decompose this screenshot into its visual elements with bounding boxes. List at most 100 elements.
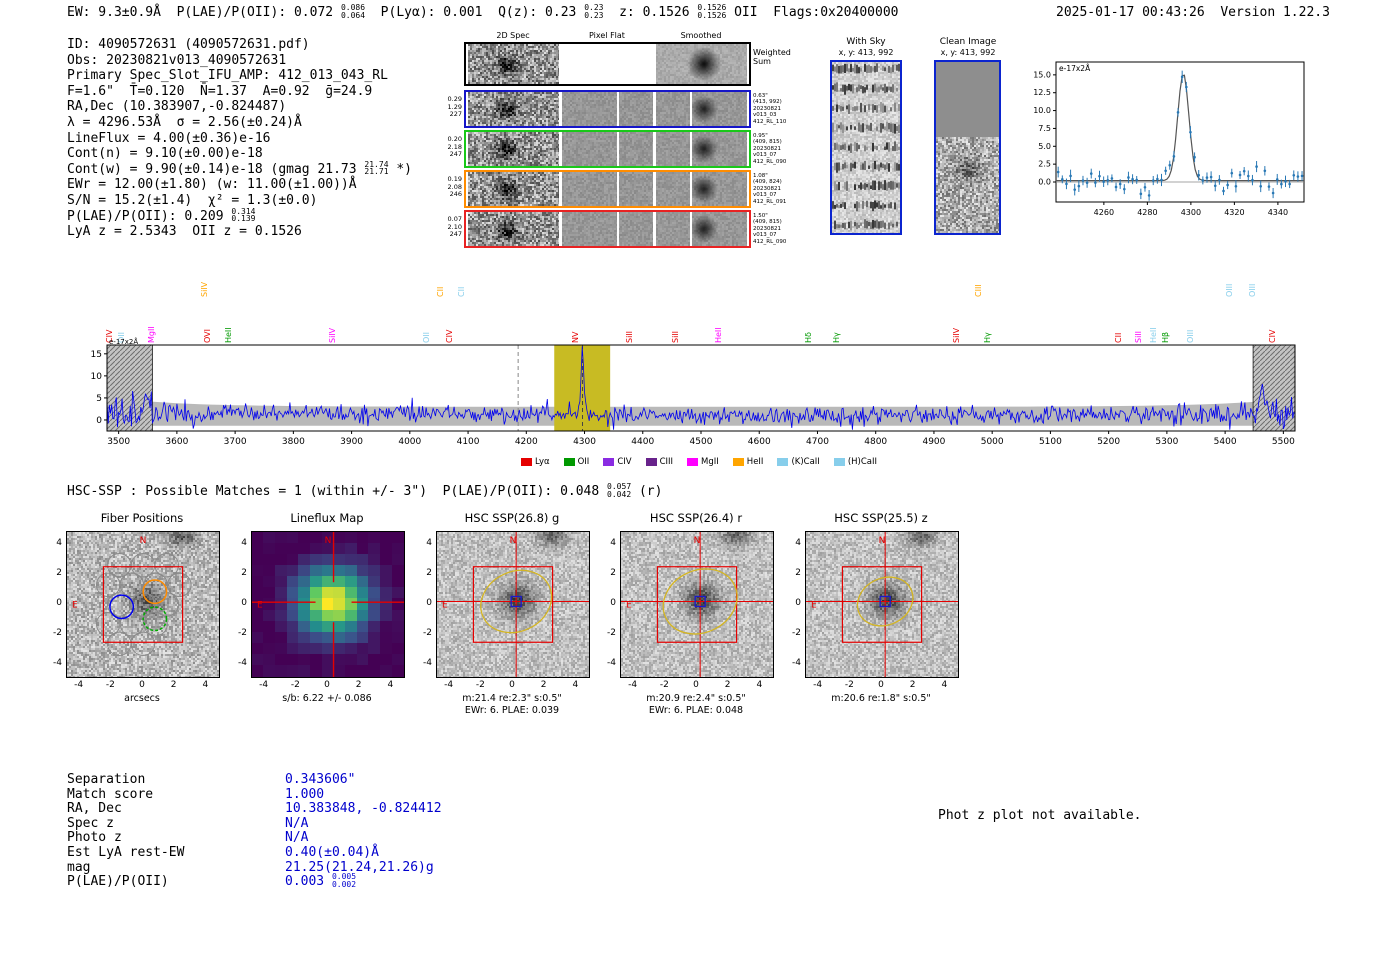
spec2d-row-border <box>464 130 751 168</box>
compass-north-label: N <box>140 536 147 546</box>
with-sky-title: With Sky <box>846 37 886 47</box>
legend-item: (H)CaII <box>833 457 877 467</box>
info-line: P(LAE)/P(OII): 0.209 0.314 0.139 <box>67 206 256 224</box>
cutout-xtick: -4 <box>813 680 823 690</box>
weighted-sum-label: Weighted Sum <box>753 48 791 66</box>
legend-label: HeII <box>746 457 764 467</box>
spec2d-row-left-stats: 0.20 2.18 247 <box>447 135 462 159</box>
info-line: LyA z = 2.5343 OII z = 0.1526 <box>67 224 302 240</box>
cutout-ytick: -2 <box>53 628 62 639</box>
svg-text:4600: 4600 <box>748 437 771 447</box>
info-line: Cont(w) = 9.90(±0.14)e-18 (gmag 21.73 21… <box>67 159 412 177</box>
spec2d-pixelflat-strip <box>562 212 653 246</box>
spec2d-col-header-2dspec: 2D Spec <box>496 31 530 40</box>
match-table-value: 0.003 0.005 0.002 <box>285 872 357 890</box>
cutout-xlabel: arcsecs <box>124 693 160 704</box>
legend-item: (K)CaII <box>777 457 820 467</box>
svg-text:3700: 3700 <box>224 437 247 447</box>
cutout-xtick: -2 <box>659 680 669 690</box>
legend-label: Lyα <box>535 457 550 467</box>
cutout-xtick: -4 <box>444 680 454 690</box>
emission-line-label: CII <box>436 286 446 297</box>
compass-north-label: N <box>694 536 701 546</box>
match-table-label: Match score <box>67 786 154 802</box>
cutout-ytick: 0 <box>426 598 432 608</box>
spec2d-2dspec-strip <box>468 92 559 126</box>
cutout-ytick: 4 <box>241 537 247 548</box>
svg-text:4400: 4400 <box>631 437 654 447</box>
cutout-caption: m:20.6 re:1.8" s:0.5" <box>831 693 931 704</box>
cutout-overlay: NE <box>437 532 589 677</box>
cutout-ytick: 4 <box>795 537 801 548</box>
spec2d-2dspec-strip <box>468 212 559 246</box>
stacked-uncertainty: 0.314 0.139 <box>231 206 256 224</box>
svg-text:4100: 4100 <box>457 437 480 447</box>
legend-swatch <box>687 458 699 466</box>
legend-item: CIII <box>645 457 674 467</box>
spec2d-row-border <box>464 42 751 86</box>
svg-text:4500: 4500 <box>690 437 713 447</box>
svg-text:15: 15 <box>91 350 102 360</box>
header-summary: EW: 9.3±0.9Å P(LAE)/P(OII): 0.072 0.086 0… <box>67 3 899 21</box>
svg-text:4300: 4300 <box>1181 208 1201 217</box>
compass-east-label: E <box>72 601 78 611</box>
legend-swatch <box>777 458 789 466</box>
svg-text:e-17x2Å: e-17x2Å <box>109 337 138 346</box>
spec2d-section: 2D Spec Pixel Flat Smoothed Weighted Sum… <box>447 28 817 260</box>
legend-item: HeII <box>732 457 764 467</box>
spec2d-row-left-stats: 0.07 2.10 247 <box>447 215 462 239</box>
spec2d-pixelflat-strip <box>562 172 653 206</box>
spec2d-2dspec-strip <box>468 172 559 206</box>
cutout-image <box>252 532 404 677</box>
legend-label: MgII <box>701 457 719 467</box>
spec2d-smoothed-strip <box>656 92 747 126</box>
cutout-image <box>806 532 958 677</box>
stacked-uncertainty: 0.005 0.002 <box>331 872 357 889</box>
cutout-caption: EWr: 6. PLAE: 0.039 <box>464 705 560 716</box>
cutout-title: Fiber Positions <box>100 511 184 525</box>
spectrum-legend: Lyα OII CIV CIII MgII HeII (K)CaII (H)CaII <box>85 451 1313 470</box>
match-table-row: Spec z N/A <box>67 816 442 831</box>
cutout-caption: m:20.9 re:2.4" s:0.5" <box>646 693 746 704</box>
svg-text:3800: 3800 <box>282 437 305 447</box>
svg-text:5400: 5400 <box>1214 437 1237 447</box>
spec2d-row-annotation: 1.50" (409, 815) 20230821 v013_07 412_RL_090 <box>753 213 787 245</box>
legend-swatch <box>603 458 615 466</box>
spec2d-col-header-pixelflat: Pixel Flat <box>589 31 625 40</box>
svg-text:2.5: 2.5 <box>1038 160 1051 169</box>
cutout-ytick: -2 <box>423 628 432 639</box>
full-spectrum-plot: 3500 3600 3700 3800 3900 4000 4100 4200 4300 4400… <box>91 337 1296 447</box>
match-table-label: P(LAE)/P(OII) <box>67 874 169 890</box>
cutout-xtick: 4 <box>202 680 209 690</box>
svg-text:15.0: 15.0 <box>1033 70 1051 79</box>
compass-east-label: E <box>626 601 632 611</box>
legend-swatch <box>833 458 845 466</box>
cutout-ytick: 4 <box>426 537 432 548</box>
header-datetime-version: 2025-01-17 00:43:26 Version 1.22.3 <box>1056 5 1330 20</box>
cutout-overlay: NE <box>806 532 958 677</box>
spec2d-row-left-stats: 0.29 1.29 227 <box>447 95 462 119</box>
cutout-xtick: -2 <box>290 680 300 690</box>
info-line: Obs: 20230821v013_4090572631 <box>67 52 287 68</box>
spec2d-row-border <box>464 170 751 208</box>
info-line: ID: 4090572631 (4090572631.pdf) <box>67 37 310 52</box>
legend-label: CIII <box>659 457 674 467</box>
cutout-xtick: 4 <box>387 680 394 690</box>
legend-label: CIV <box>617 457 632 467</box>
spec2d-row-annotation: 0.95" (409, 815) 20230821 v013_07 412_RL_090 <box>753 133 787 165</box>
svg-text:4260: 4260 <box>1094 208 1114 217</box>
cutout-caption: EWr: 6. PLAE: 0.048 <box>648 705 744 716</box>
cutout-ytick: -2 <box>238 628 247 639</box>
svg-text:4280: 4280 <box>1137 208 1157 217</box>
detection-info-block: ID: 4090572631 (4090572631.pdf) Obs: 2023… <box>67 37 412 240</box>
clean-image-panel <box>934 60 1001 235</box>
cutout-xtick: 0 <box>509 680 515 690</box>
cutout-title: HSC SSP(26.4) r <box>649 511 743 525</box>
svg-text:4340: 4340 <box>1268 208 1288 217</box>
svg-text:5: 5 <box>96 394 102 404</box>
spec2d-row-annotation: 1.08" (409, 824) 20230821 v013_07 412_RL_091 <box>753 173 787 205</box>
legend-label: (K)CaII <box>791 457 820 467</box>
